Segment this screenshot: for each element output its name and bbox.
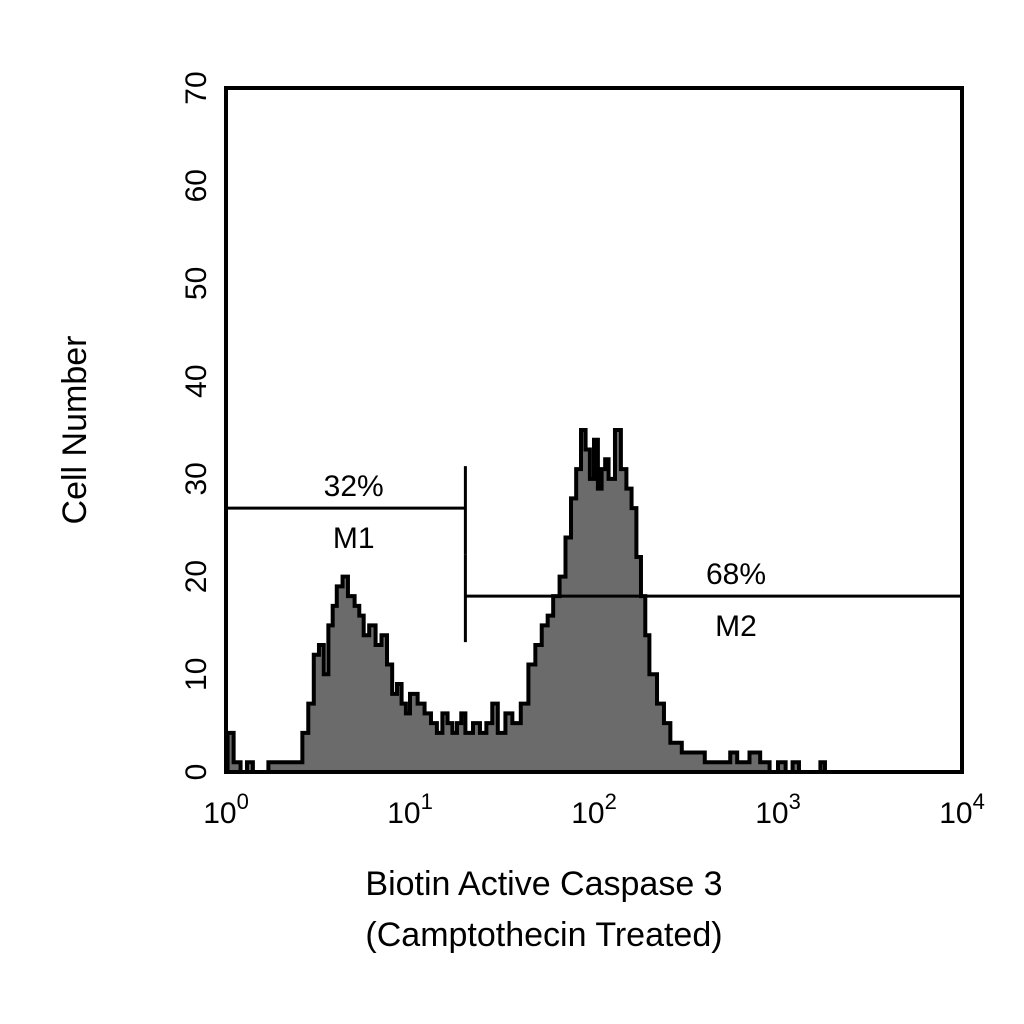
marker-m2-percent: 68% [706,558,766,591]
x-tick-label: 103 [755,789,801,830]
y-tick-label: 70 [180,71,213,104]
histogram-area [225,428,834,774]
y-tick-labels: 0 10 20 30 40 50 60 70 [180,71,213,780]
plot-frame [224,86,964,774]
x-tick-label: 104 [939,789,985,830]
y-tick-label: 20 [180,560,213,593]
y-tick-label: 60 [180,169,213,202]
x-tick-label: 101 [387,789,433,830]
marker-m1-name: M1 [333,522,375,555]
marker-m2-name: M2 [715,610,757,643]
marker-layer: 32% M1 68% M2 [226,466,962,643]
x-axis-label-line2: (Camptothecin Treated) [365,916,722,954]
histogram-layer [225,428,834,774]
y-tick-label: 50 [180,267,213,300]
y-tick-label: 30 [180,462,213,495]
marker-m1-percent: 32% [324,470,384,503]
x-tick-label: 100 [203,789,249,830]
y-tick-label: 0 [180,764,213,781]
y-tick-label: 10 [180,658,213,691]
y-axis-label: Cell Number [56,336,94,525]
y-tick-label: 40 [180,364,213,397]
x-axis-label-line1: Biotin Active Caspase 3 [365,865,722,903]
x-tick-labels: 100 101 102 103 104 [203,789,985,830]
x-tick-label: 102 [571,789,617,830]
